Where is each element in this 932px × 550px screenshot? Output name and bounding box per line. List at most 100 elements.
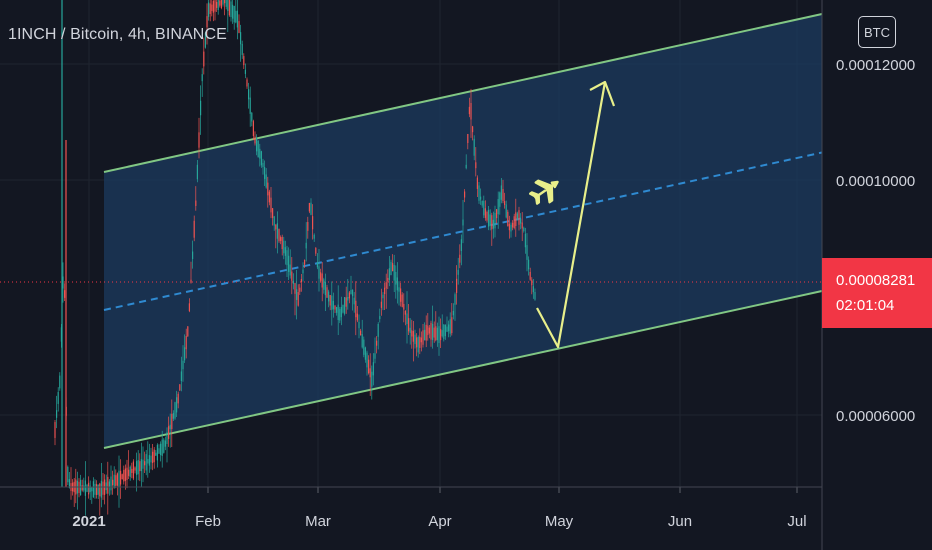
candle-body (480, 196, 482, 200)
candle-body (512, 222, 514, 228)
candle-body (345, 297, 347, 307)
candle-body (185, 336, 187, 350)
candle-body (524, 233, 526, 248)
candle-body (97, 484, 99, 495)
candle-body (472, 126, 474, 133)
candle-body (356, 313, 358, 321)
candle-body (113, 474, 115, 489)
x-tick-label: 2021 (72, 513, 105, 530)
candle-body (313, 234, 315, 239)
candle-body (324, 281, 326, 296)
candle-body (332, 300, 334, 310)
candle-body (435, 326, 437, 341)
candle-body (329, 295, 331, 306)
drawings (529, 80, 616, 349)
candle-body (412, 331, 414, 342)
candle-body (259, 148, 261, 159)
candle-body (235, 10, 237, 23)
candle-body (291, 271, 293, 281)
candle-body (312, 216, 314, 230)
candle-body (296, 289, 298, 300)
candle-body (393, 264, 395, 281)
candle-body (372, 362, 374, 376)
candle-body (353, 297, 355, 305)
candle-body (188, 303, 190, 312)
candle-body (364, 347, 366, 360)
candle-body (368, 359, 370, 374)
candle-body (281, 236, 283, 250)
candle-body (444, 324, 446, 337)
candle-body (280, 237, 282, 241)
candle-body (452, 310, 454, 316)
candle-countdown: 02:01:04 (836, 297, 895, 314)
candle-body (308, 202, 310, 212)
candle-body (297, 292, 299, 306)
candle-body (142, 459, 144, 469)
candle-body (156, 444, 158, 461)
candle-body (484, 208, 486, 218)
candle-body (528, 259, 530, 270)
candle-body (236, 10, 238, 28)
candle-body (468, 106, 470, 115)
candle-body (521, 222, 523, 229)
x-tick-label: Jul (787, 513, 806, 530)
candle-body (169, 424, 171, 430)
candle-body (163, 439, 165, 453)
candle-body (147, 459, 149, 464)
candle-body (211, 4, 213, 11)
candle-body (532, 286, 534, 293)
candle-body (62, 276, 64, 289)
candle-body (254, 136, 256, 144)
candle-body (529, 271, 531, 280)
airplane-shape (529, 179, 559, 205)
candle-body (214, 0, 216, 12)
candle-body (192, 251, 194, 259)
last-price-value: 0.00008281 (836, 272, 916, 289)
candle-body (272, 208, 274, 218)
candle-body (232, 4, 234, 19)
candle-body (491, 215, 493, 230)
candle-body (153, 449, 155, 463)
candle-body (473, 138, 475, 156)
candle-body (513, 216, 515, 229)
candle-body (382, 294, 384, 299)
candle-body (224, 0, 226, 4)
candle-body (385, 282, 387, 289)
candle-body (299, 287, 301, 292)
candle-body (374, 353, 376, 359)
candle-body (318, 266, 320, 279)
candle-body (516, 213, 518, 219)
candle-body (492, 219, 494, 229)
chart-title: 1INCH / Bitcoin, 4h, BINANCE (8, 26, 227, 43)
candle-body (180, 371, 182, 381)
candle-body (419, 336, 421, 348)
candle-body (110, 476, 112, 491)
candle-body (123, 469, 125, 482)
candle-body (348, 292, 350, 299)
currency-badge[interactable]: BTC (858, 16, 896, 48)
candle-body (219, 0, 221, 6)
projection-arrowhead (589, 80, 616, 107)
candle-body (184, 347, 186, 361)
candle-body (352, 289, 354, 297)
candle-body (483, 200, 485, 216)
y-tick-label: 0.00010000 (836, 173, 915, 190)
price-channel (0, 13, 823, 449)
last-price-label: 0.00008281 02:01:04 (822, 258, 932, 328)
candle-body (384, 287, 386, 295)
candle-body (400, 288, 402, 302)
candle-body (380, 301, 382, 308)
candle-body (148, 455, 150, 466)
candle-body (289, 264, 291, 276)
candle-body (204, 33, 206, 48)
candle-body (406, 313, 408, 325)
candle-body (446, 326, 448, 332)
candle-body (177, 393, 179, 404)
candle-body (454, 294, 456, 305)
candle-body (174, 402, 176, 419)
candle-body (243, 56, 245, 66)
candle-body (134, 467, 136, 471)
candle-body (246, 79, 248, 87)
